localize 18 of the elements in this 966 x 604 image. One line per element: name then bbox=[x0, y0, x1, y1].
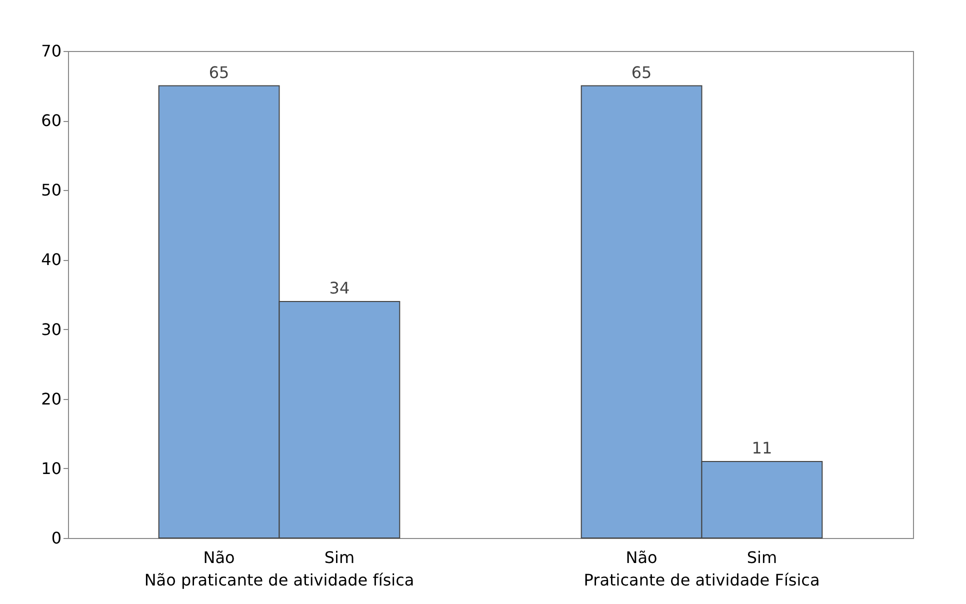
x-tick-label: Não praticante de atividade física bbox=[144, 570, 414, 590]
y-tick-label: 20 bbox=[41, 389, 62, 408]
data-label: 11 bbox=[752, 438, 772, 458]
y-tick-label: 30 bbox=[41, 320, 62, 339]
data-label: 65 bbox=[208, 62, 230, 82]
y-tick-label: 0 bbox=[51, 528, 62, 548]
y-tick-label: 70 bbox=[41, 42, 62, 60]
data-label: 34 bbox=[329, 278, 350, 298]
y-tick-label: 10 bbox=[41, 458, 62, 478]
y-tick-label: 60 bbox=[41, 111, 62, 130]
series-label: Sim bbox=[324, 548, 355, 567]
data-label: 65 bbox=[631, 62, 652, 82]
y-tick-label: 50 bbox=[41, 180, 62, 200]
x-tick-label: Praticante de atividade Física bbox=[584, 570, 820, 590]
text: Sim bbox=[746, 548, 778, 567]
y-tick-label: 40 bbox=[41, 250, 62, 270]
series-label: Não bbox=[203, 548, 235, 567]
text: Não bbox=[626, 548, 658, 567]
